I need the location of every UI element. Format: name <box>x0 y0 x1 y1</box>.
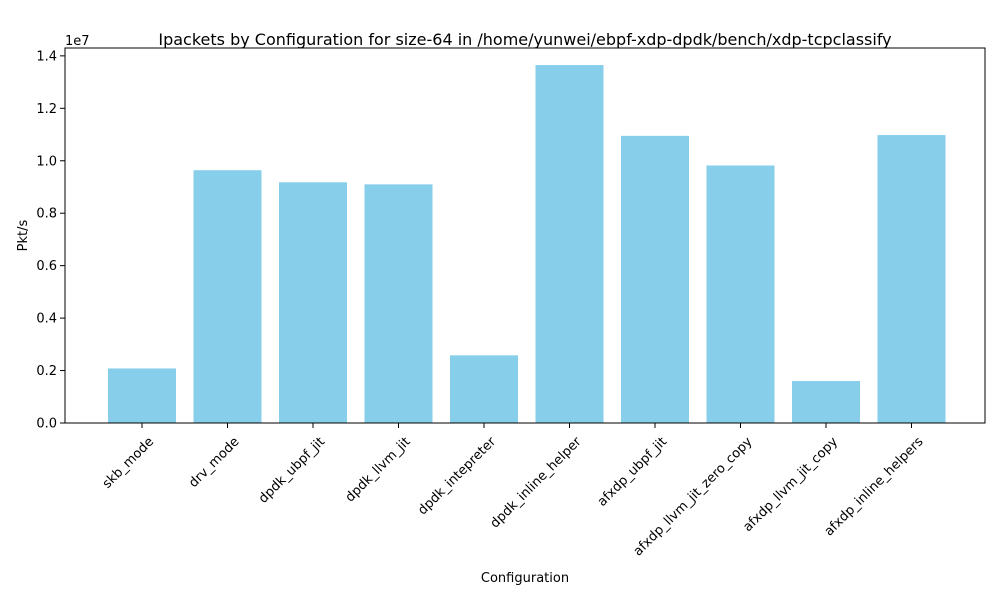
y-tick-label: 0.4 <box>36 312 57 327</box>
bar-skb-mode <box>108 368 176 423</box>
x-tick-label-dpdk-inline-helper: dpdk_inline_helper <box>488 434 585 531</box>
x-axis-label: Configuration <box>481 571 569 586</box>
y-tick-label: 0.8 <box>36 207 57 222</box>
y-tick-label: 1.4 <box>36 49 57 64</box>
y-axis-ticks: 0.0 0.2 0.4 0.6 0.8 1.0 1.2 1.4 <box>36 49 65 432</box>
y-tick-label: 1.2 <box>36 102 57 117</box>
y-tick-label: 0.0 <box>36 417 57 432</box>
bar-dpdk-inline-helper <box>535 65 604 423</box>
y-tick-label: 1.0 <box>36 154 57 169</box>
bar-dpdk-ubpf-jit <box>279 182 347 423</box>
bar-afxdp-ubpf-jit <box>621 135 689 423</box>
x-tick-label-afxdp-ubpf-jit: afxdp_ubpf_jit <box>595 434 670 509</box>
x-tick-label-drv-mode: drv_mode <box>186 434 242 490</box>
y-axis-label: Pkt/s <box>16 219 31 251</box>
x-tick-label-dpdk-ubpf-jit: dpdk_ubpf_jit <box>256 434 328 506</box>
bar-dpdk-intepreter <box>450 355 518 423</box>
bar-afxdp-llvm-jit-copy <box>792 381 860 423</box>
chart-title: Ipackets by Configuration for size-64 in… <box>158 30 891 49</box>
bar-drv-mode <box>193 170 262 423</box>
bar-afxdp-llvm-jit-zero-copy <box>706 165 775 423</box>
bar-dpdk-llvm-jit <box>364 184 433 423</box>
y-tick-label: 0.6 <box>36 259 57 274</box>
y-tick-label: 0.2 <box>36 364 57 379</box>
bar-afxdp-inline-helpers <box>877 135 946 424</box>
plot-frame <box>64 47 986 424</box>
y-axis-scale-label: 1e7 <box>65 34 90 49</box>
x-tick-label-afxdp-llvm-jit-copy: afxdp_llvm_jit_copy <box>740 434 841 535</box>
x-tick-label-dpdk-intepreter: dpdk_intepreter <box>415 434 499 518</box>
x-tick-label-afxdp-inline-helpers: afxdp_inline_helpers <box>822 434 927 539</box>
x-tick-label-dpdk-llvm-jit: dpdk_llvm_jit <box>343 434 414 505</box>
x-axis-ticks: skb_mode drv_mode dpdk_ubpf_jit dpdk_llvm_j… <box>100 423 927 559</box>
bars-group <box>108 65 946 424</box>
x-tick-label-skb-mode: skb_mode <box>100 434 157 491</box>
